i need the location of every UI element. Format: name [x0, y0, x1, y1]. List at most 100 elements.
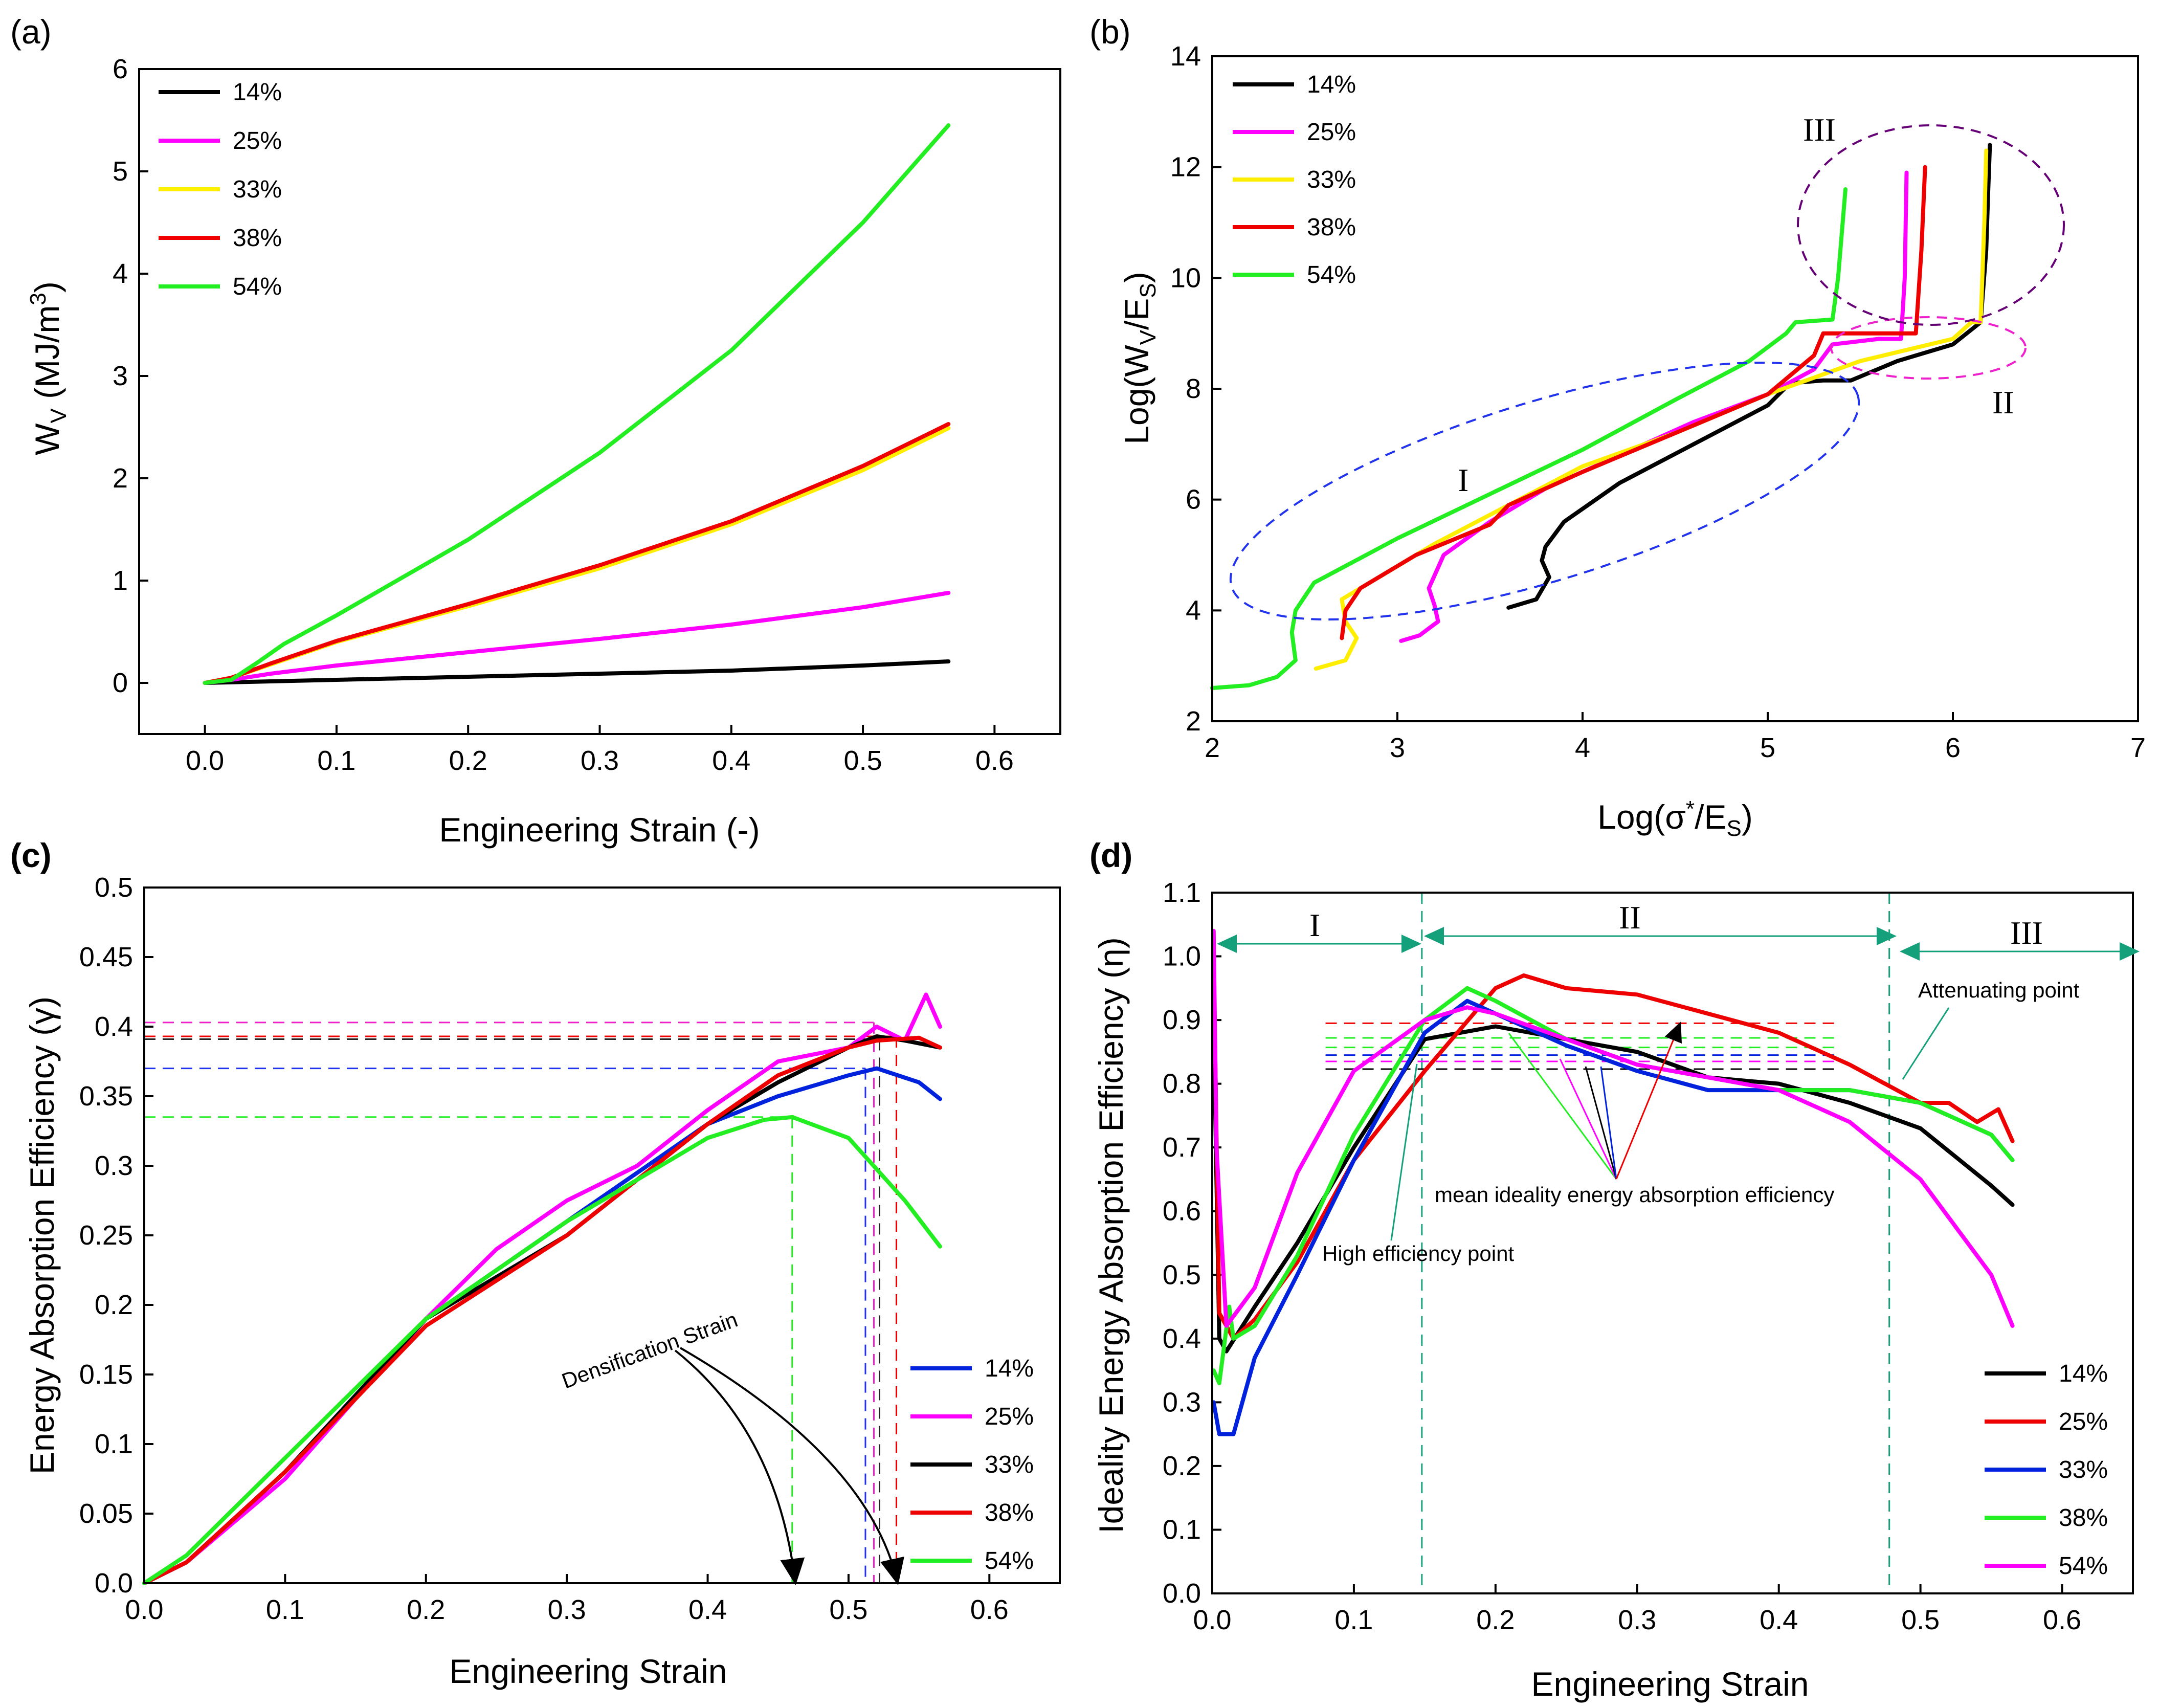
legend-label: 38% — [985, 1499, 1034, 1526]
series-line-14pct — [1506, 143, 1992, 610]
panel-c-plot: 0.0 0.1 0.2 0.3 0.4 0.5 0.6 0.0 0.05 0.1 0.15 0.2 0.… — [79, 872, 1009, 1625]
y-tick-label: 0.2 — [95, 1290, 133, 1320]
x-tick-label: 6 — [1945, 733, 1961, 763]
x-tick-label: 0.5 — [1901, 1605, 1940, 1635]
legend-label: 38% — [233, 225, 282, 252]
y-tick-label: 0.0 — [1163, 1578, 1201, 1609]
x-tick-label: 0.5 — [844, 745, 882, 776]
panel-b-frame — [1211, 55, 2139, 722]
legend-label: 33% — [1307, 166, 1356, 193]
legend-label: 14% — [985, 1355, 1034, 1382]
x-tick-label: 0.5 — [829, 1594, 867, 1625]
legend-label: 33% — [233, 176, 282, 203]
attenuating-point-label: Attenuating point — [1918, 978, 2080, 1002]
y-tick-label: 14 — [1170, 41, 1201, 72]
series-line-38pct — [203, 422, 951, 685]
legend-label: 54% — [2059, 1552, 2108, 1580]
panel-b-region-ellipses — [1229, 124, 2065, 621]
series-line-54pct — [203, 123, 951, 685]
panel-a-xlabel: Engineering Strain (-) — [439, 811, 760, 849]
y-tick-label: 0.7 — [1163, 1132, 1201, 1163]
x-tick-label: 0.6 — [2043, 1605, 2081, 1635]
y-tick-label: 5 — [113, 156, 128, 187]
densification-strain-label: Densification Strain — [559, 1307, 741, 1393]
region-III-label: III — [1803, 112, 1836, 148]
legend-label: 38% — [2059, 1504, 2108, 1532]
densification-arrow-1 — [674, 1349, 805, 1585]
series-line-54pct — [142, 1115, 942, 1585]
mean-efficiency-pointer — [1508, 1033, 1617, 1180]
legend-label: 38% — [1307, 214, 1356, 241]
panel-b-label: (b) — [1089, 13, 1131, 51]
y-tick-label: 0.35 — [79, 1081, 133, 1112]
y-tick-label: 0.5 — [1163, 1259, 1201, 1290]
panel-d: (d) 0.0 0.1 0.2 0.3 0.4 0.5 0.6 0.0 0.1 0.2 0.3 0.4… — [1089, 836, 2140, 1703]
y-tick-label: 0.1 — [1163, 1514, 1201, 1545]
x-tick-label: 3 — [1390, 733, 1405, 763]
series-line-33pct — [1211, 999, 2015, 1436]
high-efficiency-pointer — [1390, 1063, 1418, 1241]
y-tick-label: 0.05 — [79, 1498, 133, 1529]
panel-c: (c) 0.0 0.1 0.2 0.3 0.4 0.5 0.60.00.050.10.150… — [10, 836, 1061, 1690]
legend-label: 14% — [1307, 71, 1356, 98]
x-tick-label: 0.4 — [688, 1594, 727, 1625]
series-line-33pct — [1314, 148, 1989, 671]
y-tick-label: 6 — [113, 54, 128, 84]
panel-b: (b) 2 3 4 5 6 7 2 4 6 8 10 12 14 14% 25% 33% 38% 54% I I… — [1089, 13, 2146, 841]
panel-c-frame — [143, 886, 1061, 1584]
x-tick-label: 5 — [1760, 733, 1775, 763]
x-tick-label: 0.2 — [407, 1594, 445, 1625]
y-tick-label: 6 — [1186, 484, 1201, 515]
legend-label: 33% — [2059, 1456, 2108, 1483]
legend-label: 25% — [985, 1403, 1034, 1430]
y-tick-label: 0.1 — [95, 1429, 133, 1459]
y-tick-label: 2 — [1186, 706, 1201, 737]
legend-label: 25% — [233, 127, 282, 154]
panel-d-plot: 0.0 0.1 0.2 0.3 0.4 0.5 0.6 0.0 0.1 0.2 0.3 0.4 0.5 0… — [1163, 877, 2081, 1635]
region-III-label-d: III — [2010, 915, 2043, 951]
y-tick-label: 0.4 — [1163, 1323, 1201, 1354]
attenuating-point-pointer — [1902, 1007, 1950, 1080]
y-tick-label: 0.9 — [1163, 1005, 1201, 1035]
panel-c-legend: 14% 25% 33% 38% 54% — [910, 1355, 1034, 1574]
series-line-38pct — [1211, 986, 2015, 1385]
y-tick-label: 0.45 — [79, 942, 133, 972]
y-tick-label: 1.0 — [1163, 941, 1201, 972]
x-tick-label: 2 — [1205, 733, 1220, 763]
panel-d-xlabel: Engineering Strain — [1531, 1665, 1809, 1703]
legend-label: 54% — [1307, 261, 1356, 289]
region-II-label-d: II — [1619, 899, 1641, 936]
legend-label: 14% — [233, 79, 282, 106]
panel-b-legend: 14% 25% 33% 38% 54% — [1233, 71, 1356, 289]
y-tick-label: 0.0 — [95, 1568, 133, 1599]
x-tick-label: 0.6 — [970, 1594, 1009, 1625]
x-tick-label: 0.1 — [317, 745, 355, 776]
mean-efficiency-pointer — [1585, 1066, 1617, 1180]
legend-label: 33% — [985, 1451, 1034, 1478]
x-tick-label: 0.0 — [186, 745, 224, 776]
mean-efficiency-pointers — [1508, 1022, 1682, 1180]
series-line-25pct — [1399, 170, 1909, 643]
series-line-25pct — [203, 591, 951, 685]
x-tick-label: 0.1 — [266, 1594, 304, 1625]
x-tick-label: 0.4 — [712, 745, 750, 776]
x-tick-label: 0.3 — [581, 745, 619, 776]
x-tick-label: 4 — [1575, 733, 1590, 763]
legend-label: 25% — [1307, 119, 1356, 146]
series-line-25pct — [1211, 954, 2015, 1341]
region-I-ellipse — [1229, 361, 1860, 621]
legend-label: 14% — [2059, 1360, 2108, 1387]
panel-a-label: (a) — [10, 13, 52, 51]
mean-efficiency-pointer — [1559, 1058, 1617, 1180]
mean-efficiency-label: mean ideality energy absorption efficien… — [1435, 1183, 1834, 1207]
region-III-ellipse — [1797, 124, 2065, 326]
mean-efficiency-pointer — [1600, 1066, 1617, 1180]
y-tick-label: 0.4 — [95, 1011, 133, 1042]
x-tick-label: 0.2 — [449, 745, 487, 776]
series-line-54pct — [1211, 928, 2015, 1328]
y-tick-label: 0.6 — [1163, 1196, 1201, 1227]
y-tick-label: 0 — [113, 668, 128, 698]
y-tick-label: 3 — [113, 361, 128, 391]
mean-efficiency-pointer — [1615, 1022, 1682, 1180]
x-tick-label: 0.0 — [1193, 1605, 1231, 1635]
